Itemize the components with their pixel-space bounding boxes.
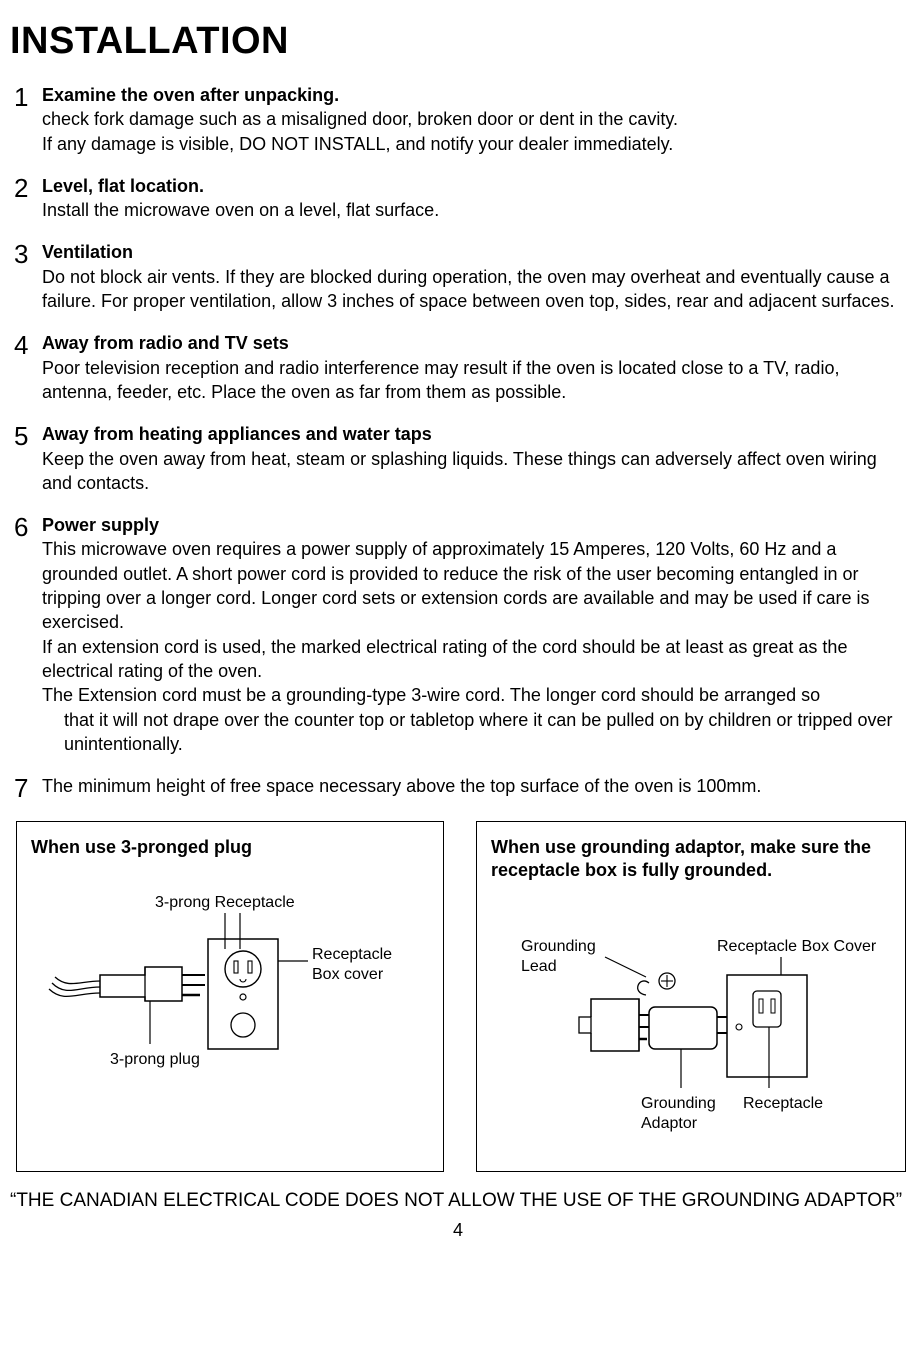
step-body-line: Install the microwave oven on a level, f… xyxy=(42,198,906,222)
footer-note: “THE CANADIAN ELECTRICAL CODE DOES NOT A… xyxy=(10,1190,906,1212)
step-body-line: Poor television reception and radio inte… xyxy=(42,356,906,405)
step-content: Level, flat location. Install the microw… xyxy=(42,174,906,223)
step-content: Away from heating appliances and water t… xyxy=(42,422,906,495)
step-number: 5 xyxy=(14,422,42,495)
label-grounding-adaptor-2: Adaptor xyxy=(641,1115,698,1132)
diagrams-row: When use 3-pronged plug 3-prong Receptac… xyxy=(16,821,906,1172)
step-body: Poor television reception and radio inte… xyxy=(42,356,906,405)
step-body-line: If an extension cord is used, the marked… xyxy=(42,635,906,684)
step-content: The minimum height of free space necessa… xyxy=(42,774,906,803)
step-4: 4 Away from radio and TV sets Poor telev… xyxy=(14,331,906,404)
step-body-line: This microwave oven requires a power sup… xyxy=(42,537,906,634)
diagram-left-title: When use 3-pronged plug xyxy=(31,836,429,859)
diagram-left: When use 3-pronged plug 3-prong Receptac… xyxy=(16,821,444,1172)
step-number: 3 xyxy=(14,240,42,313)
step-body: Do not block air vents. If they are bloc… xyxy=(42,265,906,314)
page-title: INSTALLATION xyxy=(10,20,906,63)
step-number: 4 xyxy=(14,331,42,404)
step-number: 6 xyxy=(14,513,42,756)
diagram-right-svg: Grounding Lead Receptacle Box Cover xyxy=(491,933,891,1153)
label-grounding-adaptor-1: Grounding xyxy=(641,1095,716,1112)
diagram-left-svg: 3-prong Receptacle Receptacle Box cover xyxy=(31,889,429,1119)
step-body: The minimum height of free space necessa… xyxy=(42,774,906,798)
step-heading: Power supply xyxy=(42,515,159,535)
step-1: 1 Examine the oven after unpacking. chec… xyxy=(14,83,906,156)
label-plug: 3-prong plug xyxy=(110,1051,200,1068)
label-box-cover-1: Receptacle xyxy=(312,946,392,963)
step-body: check fork damage such as a misaligned d… xyxy=(42,107,906,156)
diagram-right: When use grounding adaptor, make sure th… xyxy=(476,821,906,1172)
step-heading: Away from radio and TV sets xyxy=(42,333,289,353)
installation-steps: 1 Examine the oven after unpacking. chec… xyxy=(14,83,906,803)
label-grounding-lead-2: Lead xyxy=(521,958,557,975)
step-heading: Away from heating appliances and water t… xyxy=(42,424,432,444)
label-box-cover: Receptacle Box Cover xyxy=(717,938,877,955)
step-6: 6 Power supply This microwave oven requi… xyxy=(14,513,906,756)
label-box-cover-2: Box cover xyxy=(312,966,384,983)
step-heading: Ventilation xyxy=(42,242,133,262)
step-body: Install the microwave oven on a level, f… xyxy=(42,198,906,222)
step-body-line-indent: that it will not drape over the counter … xyxy=(42,708,906,757)
diagram-right-title: When use grounding adaptor, make sure th… xyxy=(491,836,891,883)
step-heading: Examine the oven after unpacking. xyxy=(42,85,339,105)
adaptor-diagram-icon: Grounding Lead Receptacle Box Cover xyxy=(491,933,891,1153)
step-body-line: Keep the oven away from heat, steam or s… xyxy=(42,447,906,496)
plug-diagram-icon: 3-prong Receptacle Receptacle Box cover xyxy=(40,889,420,1119)
step-7: 7 The minimum height of free space neces… xyxy=(14,774,906,803)
page-number: 4 xyxy=(10,1220,906,1241)
step-body-line: The minimum height of free space necessa… xyxy=(42,774,906,798)
step-body-line: check fork damage such as a misaligned d… xyxy=(42,107,906,131)
label-receptacle: Receptacle xyxy=(743,1095,823,1112)
step-number: 1 xyxy=(14,83,42,156)
step-body: This microwave oven requires a power sup… xyxy=(42,537,906,756)
step-number: 7 xyxy=(14,774,42,803)
step-body: Keep the oven away from heat, steam or s… xyxy=(42,447,906,496)
step-body-line: The Extension cord must be a grounding-t… xyxy=(42,683,906,707)
label-receptacle: 3-prong Receptacle xyxy=(155,894,295,911)
step-number: 2 xyxy=(14,174,42,223)
step-heading: Level, flat location. xyxy=(42,176,204,196)
step-content: Examine the oven after unpacking. check … xyxy=(42,83,906,156)
step-content: Power supply This microwave oven require… xyxy=(42,513,906,756)
label-grounding-lead-1: Grounding xyxy=(521,938,596,955)
step-3: 3 Ventilation Do not block air vents. If… xyxy=(14,240,906,313)
step-content: Away from radio and TV sets Poor televis… xyxy=(42,331,906,404)
step-5: 5 Away from heating appliances and water… xyxy=(14,422,906,495)
step-2: 2 Level, flat location. Install the micr… xyxy=(14,174,906,223)
step-body-line: Do not block air vents. If they are bloc… xyxy=(42,265,906,314)
step-body-line: If any damage is visible, DO NOT INSTALL… xyxy=(42,132,906,156)
step-content: Ventilation Do not block air vents. If t… xyxy=(42,240,906,313)
